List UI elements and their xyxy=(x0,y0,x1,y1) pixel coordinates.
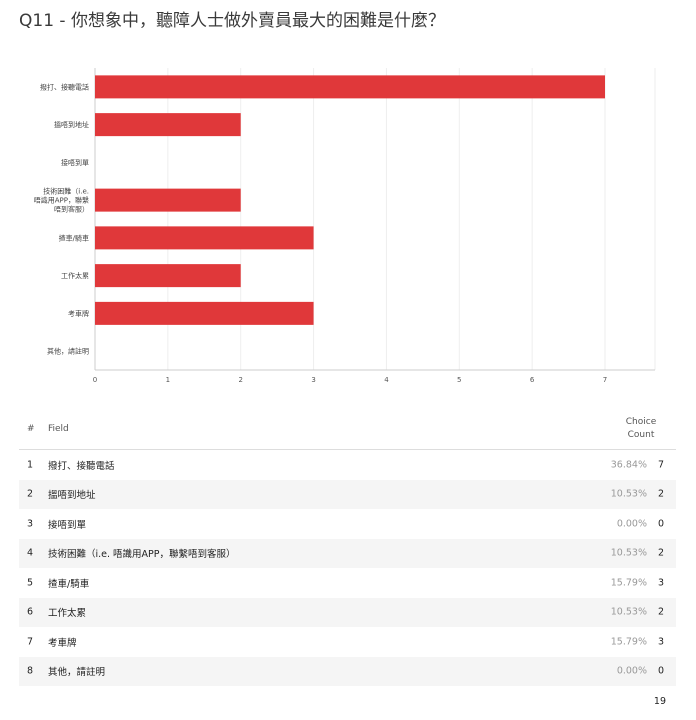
table-row: 3 接唔到單 0.00% 0 xyxy=(19,509,676,539)
row-field: 考車牌 xyxy=(48,637,77,649)
header-field: Field xyxy=(48,424,69,434)
category-label: 其他，請註明 xyxy=(47,347,89,356)
row-field: 搵唔到地址 xyxy=(48,490,96,502)
row-count: 2 xyxy=(657,606,665,618)
row-count: 3 xyxy=(657,636,665,648)
row-number: 7 xyxy=(27,636,34,648)
row-percentage: 10.53% xyxy=(610,547,647,559)
category-label: 撥打、接聽電話 xyxy=(40,82,89,91)
row-count: 0 xyxy=(657,518,665,530)
table-row: 4 技術困難（i.e. 唔識用APP，聯繫唔到客服） 10.53% 2 xyxy=(19,538,676,568)
row-count: 7 xyxy=(657,459,665,471)
x-tick-label: 0 xyxy=(93,376,97,384)
bar xyxy=(95,226,314,250)
row-field: 揸車/騎車 xyxy=(48,578,90,590)
category-label: 揸車/騎車 xyxy=(59,233,89,242)
bar-chart: 0 1 2 3 4 5 6 7 撥打、接聽電話搵唔到地址接唔到單技術困難（i.e.唔識用APP，… xyxy=(34,68,656,384)
category-label: 技術困難（i.e. xyxy=(43,187,89,196)
row-number: 6 xyxy=(27,606,34,618)
table-row: 2 搵唔到地址 10.53% 2 xyxy=(19,479,676,509)
row-percentage: 10.53% xyxy=(610,606,647,618)
total-count: 19 xyxy=(653,696,666,707)
x-tick-label: 3 xyxy=(311,376,315,384)
x-tick-label: 4 xyxy=(384,376,389,384)
x-tick-label: 6 xyxy=(530,376,535,384)
row-percentage: 0.00% xyxy=(616,665,647,677)
bar xyxy=(95,301,314,325)
row-number: 4 xyxy=(27,547,34,559)
row-percentage: 10.53% xyxy=(610,488,647,500)
table-row: 8 其他，請註明 0.00% 0 xyxy=(19,656,676,686)
row-count: 2 xyxy=(657,488,665,500)
row-count: 3 xyxy=(657,577,665,589)
row-field: 其他，請註明 xyxy=(48,667,106,679)
bar xyxy=(95,113,241,137)
category-label: 搵唔到地址 xyxy=(54,120,89,129)
bar xyxy=(95,264,241,288)
header-divider xyxy=(19,449,676,450)
category-label: 唔到客服） xyxy=(54,205,89,214)
category-label: 唔識用APP，聯繫 xyxy=(34,196,89,205)
row-number: 3 xyxy=(27,518,34,530)
row-percentage: 15.79% xyxy=(610,636,647,648)
row-percentage: 0.00% xyxy=(616,518,647,530)
row-count: 0 xyxy=(657,665,665,677)
table-row: 6 工作太累 10.53% 2 xyxy=(19,597,676,627)
row-field: 撥打、接聽電話 xyxy=(48,460,115,472)
header-number: # xyxy=(27,424,35,434)
question-title: Q11 - 你想象中，聽障人士做外賣員最大的困難是什麼？ xyxy=(19,11,445,31)
table-row: 7 考車牌 15.79% 3 xyxy=(19,627,676,657)
table-row: 5 揸車/騎車 15.79% 3 xyxy=(19,568,676,598)
category-label: 接唔到單 xyxy=(61,158,89,167)
category-label: 工作太累 xyxy=(61,271,89,280)
row-number: 2 xyxy=(27,488,34,500)
row-number: 1 xyxy=(27,459,34,471)
header-choice: Choice xyxy=(625,417,657,427)
bar xyxy=(95,188,241,212)
row-count: 2 xyxy=(657,547,665,559)
row-percentage: 36.84% xyxy=(610,459,647,471)
row-number: 5 xyxy=(27,577,34,589)
x-tick-label: 5 xyxy=(457,376,461,384)
row-field: 接唔到單 xyxy=(48,519,87,531)
category-label: 考車牌 xyxy=(68,309,89,318)
bar xyxy=(95,75,605,99)
x-tick-label: 1 xyxy=(166,376,170,384)
x-tick-label: 7 xyxy=(603,376,607,384)
x-tick-label: 2 xyxy=(238,376,242,384)
row-field: 技術困難（i.e. 唔識用APP，聯繫唔到客服） xyxy=(48,549,236,561)
row-percentage: 15.79% xyxy=(610,577,647,589)
table-row: 1 撥打、接聽電話 36.84% 7 xyxy=(19,450,676,480)
row-field: 工作太累 xyxy=(48,608,87,620)
header-count: Count xyxy=(627,430,655,440)
row-number: 8 xyxy=(27,665,34,677)
